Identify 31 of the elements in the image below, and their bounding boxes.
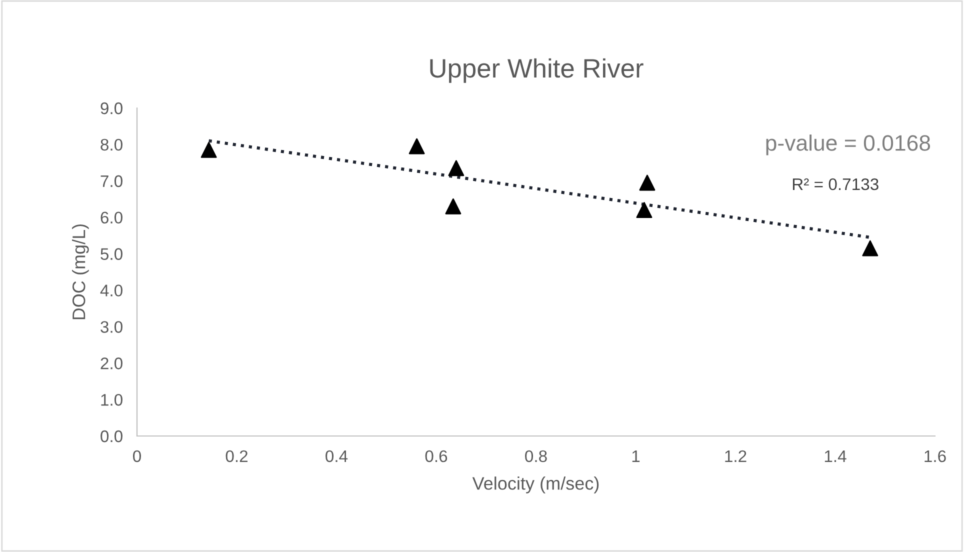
x-tick-label: 1 <box>632 450 640 462</box>
y-tick-label: 1.0 <box>101 394 122 406</box>
point <box>448 160 464 176</box>
point <box>636 202 652 218</box>
x-tick-label: 1.4 <box>824 450 846 462</box>
y-axis-title: DOC (mg/L) <box>72 224 89 320</box>
x-axis-title: Velocity (m/sec) <box>472 476 599 494</box>
y-tick-label: 3.0 <box>100 321 122 333</box>
x-tick-label: 0.8 <box>525 450 547 462</box>
point <box>200 142 217 158</box>
annotation: R² = 0.7133 <box>792 178 878 190</box>
y-tick-label: 5.0 <box>100 248 122 260</box>
x-tick-label: 1.6 <box>924 450 946 462</box>
y-tick-label: 0.0 <box>100 430 122 442</box>
y-tick-label: 9.0 <box>100 102 122 114</box>
x-tick-label: 0 <box>133 450 141 462</box>
point <box>445 198 462 214</box>
y-tick-label: 7.0 <box>100 175 122 188</box>
point <box>862 240 878 256</box>
y-tick-label: 4.0 <box>100 284 122 296</box>
y-tick-label: 6.0 <box>100 212 122 224</box>
y-tick-label: 8.0 <box>100 138 122 151</box>
x-tick-label: 0.6 <box>425 450 448 462</box>
point <box>639 174 656 191</box>
annotation: p-value = 0.0168 <box>766 134 930 156</box>
x-tick-label: 0.4 <box>326 450 348 462</box>
x-tick-label: 0.2 <box>226 450 248 462</box>
point <box>408 138 425 154</box>
x-tick-label: 1.2 <box>725 450 746 462</box>
chart-title: Upper White River <box>430 58 644 83</box>
y-tick-label: 2.0 <box>100 358 122 370</box>
